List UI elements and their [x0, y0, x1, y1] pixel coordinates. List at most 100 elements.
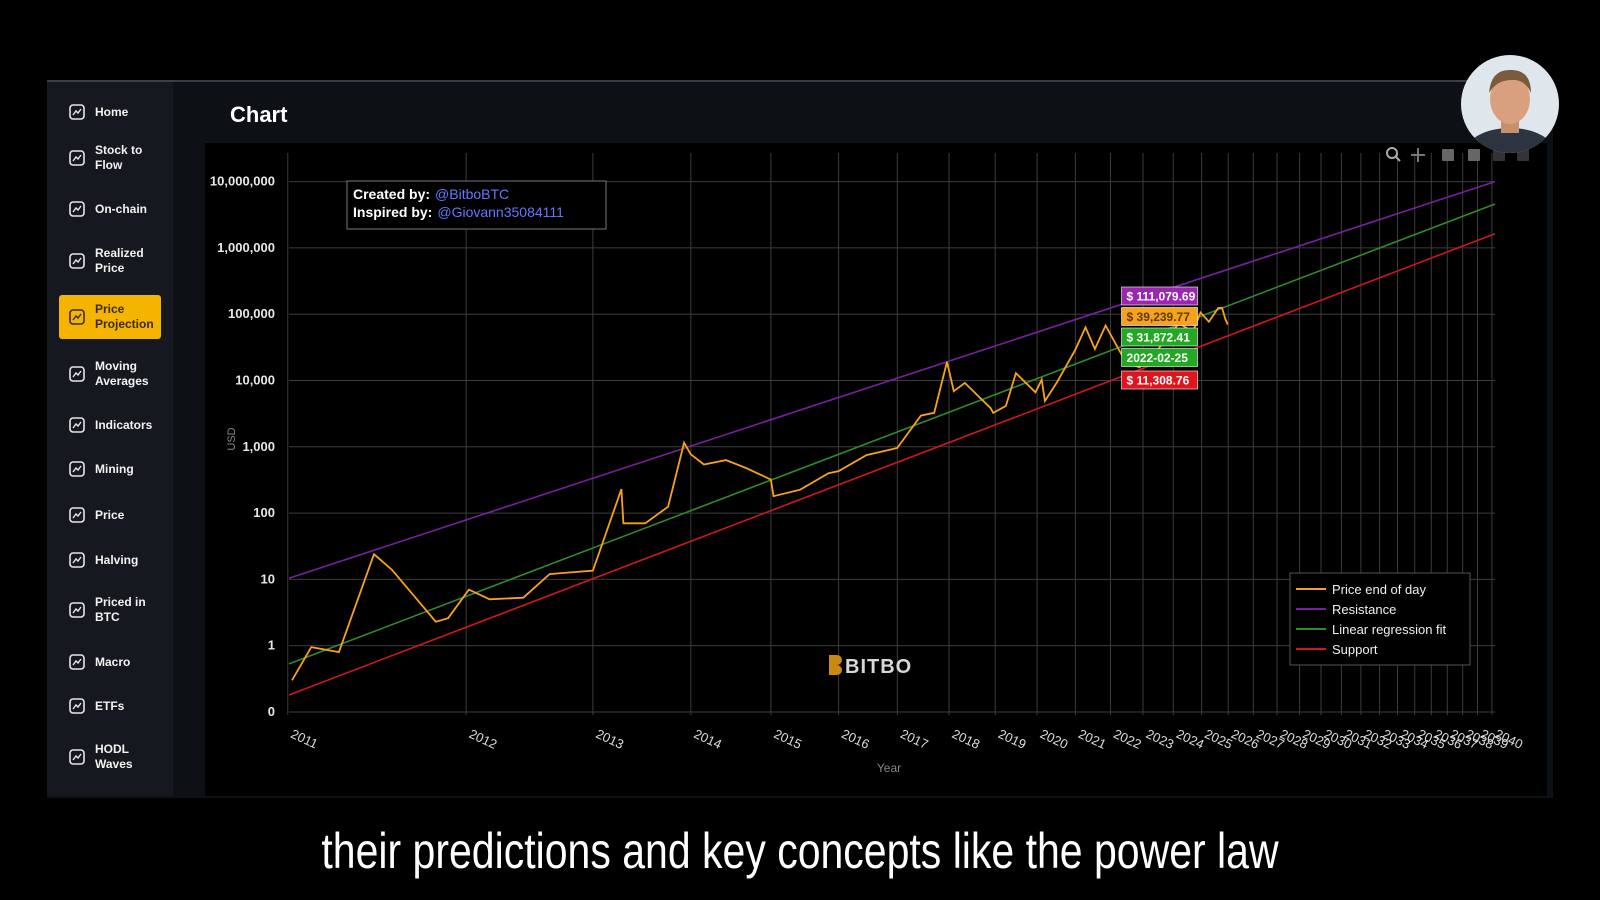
- nav-label: Price: [95, 507, 125, 522]
- y-tick-label: 10: [261, 571, 275, 586]
- nav-item[interactable]: Halving: [59, 538, 161, 582]
- nav-label: Price Projection: [95, 302, 154, 331]
- nav-item[interactable]: Mining: [59, 447, 161, 491]
- nav-item[interactable]: HODL Waves: [59, 735, 161, 779]
- nav-item[interactable]: Macro: [59, 640, 161, 684]
- toolbar-button[interactable]: [1442, 149, 1454, 161]
- nav-item[interactable]: Priced in BTC: [59, 588, 161, 632]
- hover-label: 2022-02-25: [1127, 351, 1189, 365]
- series-line: [288, 203, 1496, 665]
- nav-icon: [69, 749, 85, 765]
- nav-item[interactable]: Price: [59, 493, 161, 537]
- toolbar-icon: [1442, 149, 1454, 161]
- annotation-label: Inspired by:: [353, 204, 432, 220]
- x-tick-label: 2020: [1038, 726, 1071, 752]
- nav-item[interactable]: On-chain: [59, 187, 161, 231]
- watermark: BITBO: [845, 656, 912, 678]
- annotation-label: Created by:: [353, 186, 430, 202]
- nav-label: Priced in BTC: [95, 595, 146, 624]
- annotation-line: Inspired by: @Giovann35084111: [353, 204, 564, 220]
- sidebar: Home Stock to Flow On-chain Realized Price P…: [47, 82, 173, 796]
- series-line: [288, 232, 1496, 696]
- hover-box: [1121, 327, 1198, 347]
- x-tick-label: 2014: [692, 726, 725, 752]
- nav-label: ETFs: [95, 698, 125, 713]
- nav-icon: [69, 201, 85, 217]
- toolbar-button[interactable]: [1411, 148, 1425, 162]
- nav-icon: [69, 150, 85, 166]
- nav-icon: [69, 309, 85, 325]
- x-tick-label: 2016: [839, 726, 872, 752]
- x-tick-label: 2021: [1076, 726, 1109, 752]
- nav-icon: [69, 602, 85, 618]
- x-axis-title: Year: [877, 761, 901, 775]
- y-axis-title: USD: [226, 427, 238, 450]
- nav-icon: [69, 507, 85, 523]
- series-line: [288, 180, 1496, 579]
- nav-label: Moving Averages: [95, 359, 149, 388]
- y-tick-label: 1: [268, 638, 275, 653]
- legend-label: Support: [1332, 642, 1378, 657]
- x-tick-label: 2022: [1111, 726, 1144, 752]
- nav-icon: [69, 461, 85, 477]
- legend-label: Linear regression fit: [1332, 622, 1447, 637]
- annotation-box: [346, 180, 607, 230]
- y-tick-label: 100: [253, 505, 275, 520]
- toolbar-icon: [1468, 149, 1480, 161]
- avatar: [1461, 55, 1559, 153]
- nav-label: Halving: [95, 552, 139, 567]
- x-tick-label: 2013: [594, 726, 627, 752]
- annotation-handle: @BitboBTC: [435, 186, 509, 202]
- x-tick-label: 2018: [950, 726, 983, 752]
- x-tick-label: 2011: [289, 726, 321, 751]
- nav-label: Stock to Flow: [95, 143, 143, 172]
- nav-label: HODL Waves: [95, 742, 133, 771]
- x-tick-label: 2015: [772, 726, 805, 752]
- hover-label: $ 39,239.77: [1127, 310, 1191, 324]
- nav-icon: [69, 253, 85, 269]
- y-tick-label: 1,000,000: [217, 240, 275, 255]
- caption: their predictions and key concepts like …: [321, 823, 1279, 879]
- annotation-handle: @Giovann35084111: [437, 204, 564, 220]
- nav-item[interactable]: Moving Averages: [59, 352, 161, 396]
- zoom-icon: [1386, 147, 1398, 159]
- nav-label: On-chain: [95, 201, 148, 216]
- x-tick-label: 2012: [467, 726, 500, 752]
- y-tick-label: 0: [268, 704, 275, 719]
- nav-item[interactable]: Stock to Flow: [59, 136, 161, 180]
- nav-icon: [69, 366, 85, 382]
- legend-label: Resistance: [1332, 602, 1396, 617]
- nav-icon: [69, 654, 85, 670]
- nav-icon: [69, 698, 85, 714]
- hover-label: $ 31,872.41: [1127, 331, 1191, 345]
- nav-item[interactable]: ETFs: [59, 684, 161, 728]
- chart: 0 1 10 100 1,000 10,000 100,000 1,000,000 10,000…: [205, 143, 1547, 796]
- toolbar-button[interactable]: [1386, 147, 1401, 162]
- toolbar-icon: [1517, 149, 1529, 161]
- nav-item[interactable]: Price Projection: [59, 295, 161, 339]
- hover-box: [1121, 307, 1198, 326]
- nav-item[interactable]: Home: [59, 90, 161, 134]
- nav-label: Mining: [95, 461, 134, 476]
- nav-label: Home: [95, 104, 129, 119]
- nav-label: Indicators: [95, 417, 153, 432]
- toolbar-button[interactable]: [1517, 149, 1529, 161]
- toolbar-button[interactable]: [1468, 149, 1480, 161]
- watermark-logo: [829, 655, 842, 675]
- x-tick-label: 2019: [996, 726, 1029, 752]
- y-tick-label: 10,000: [235, 372, 275, 387]
- nav-icon: [69, 104, 85, 120]
- hover-box: [1121, 370, 1198, 390]
- legend-label: Price end of day: [1332, 582, 1426, 597]
- nav-item[interactable]: Indicators: [59, 403, 161, 447]
- nav-item[interactable]: Realized Price: [59, 239, 161, 283]
- page-title: Chart: [230, 102, 288, 127]
- pan-icon: [1411, 148, 1425, 162]
- hover-box: [1121, 286, 1198, 306]
- annotation-line: Created by: @BitboBTC: [353, 186, 509, 202]
- nav-icon: [69, 417, 85, 433]
- hover-label: $ 111,079.69: [1127, 290, 1196, 304]
- nav-label: Realized Price: [95, 246, 144, 275]
- nav-icon: [69, 552, 85, 568]
